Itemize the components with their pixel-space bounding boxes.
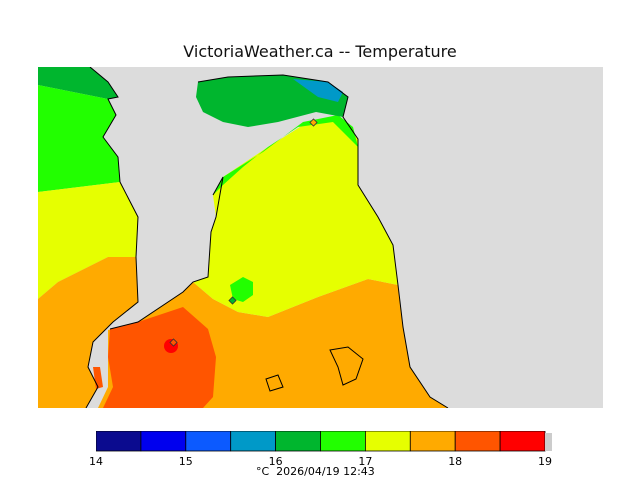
colorbar-shadow (545, 433, 552, 451)
units-and-timestamp: °C 2026/04/19 12:43 (256, 465, 375, 478)
colorbar-bin (140, 431, 187, 452)
colorbar-tick-label: 18 (448, 455, 463, 468)
west-band-dark-green (38, 67, 118, 99)
island (329, 346, 364, 386)
west-band-green (38, 85, 120, 192)
coastline-west (85, 67, 139, 408)
colorbar-tick-label: 16 (268, 455, 283, 468)
colorbar-tick-label: 15 (178, 455, 193, 468)
station-marker (169, 338, 178, 347)
colorbar-bin (364, 431, 411, 452)
chart-title: VictoriaWeather.ca -- Temperature (183, 42, 457, 61)
colorbar-tick-label: 19 (538, 455, 552, 468)
colorbar-tick-label: 17 (358, 455, 373, 468)
coastline-inlet (109, 176, 224, 330)
temperature-map (38, 67, 603, 408)
west-band-orange (38, 257, 138, 408)
west-band-yellow (38, 182, 138, 299)
colorbar-bin (409, 431, 456, 452)
colorbar-bin (185, 431, 232, 452)
colorbar-tick-label: 14 (89, 455, 103, 468)
temperature-colorbar (96, 431, 552, 452)
north-band-teal (293, 79, 343, 102)
coastline-east (197, 74, 449, 408)
green-patch (230, 277, 253, 302)
colorbar-bin (320, 431, 366, 452)
station-marker (309, 118, 318, 127)
station-marker (228, 296, 237, 305)
colorbar-bin (499, 431, 546, 452)
north-band-green (213, 115, 358, 195)
colorbar-bin (275, 431, 321, 452)
colorbar-bin (96, 431, 142, 452)
west-band-red-edge (93, 367, 103, 389)
main-band-yellow (193, 117, 398, 317)
colorbar-bin (230, 431, 276, 452)
main-band-red (103, 307, 216, 408)
island (265, 374, 284, 392)
colorbar-bin (454, 431, 501, 452)
